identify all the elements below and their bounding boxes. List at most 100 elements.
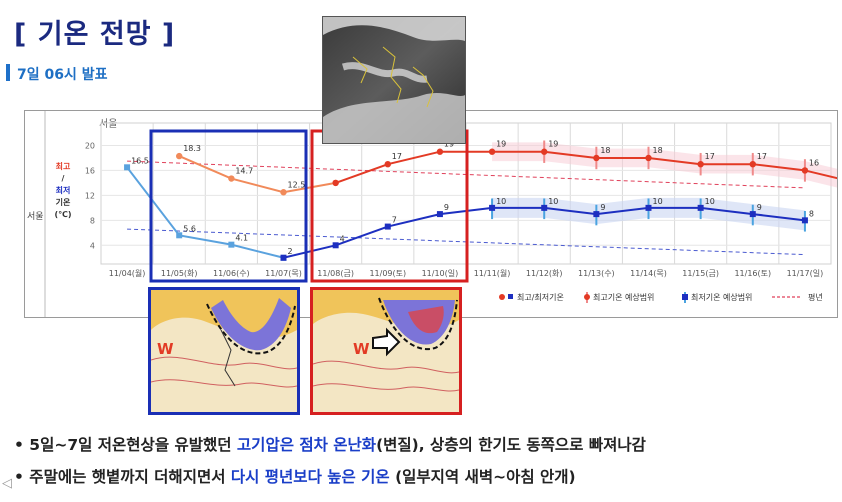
max-forecast-label: 16 bbox=[809, 158, 819, 167]
bullet-2: • 주말에는 햇볕까지 더해지면서 다시 평년보다 높은 기온 (일부지역 새벽… bbox=[14, 465, 576, 487]
x-tick-label: 11/14(목) bbox=[630, 269, 667, 278]
y-axis-label-line: / bbox=[62, 174, 65, 183]
min-forecast-label: 10 bbox=[496, 197, 506, 206]
max-forecast-point bbox=[697, 160, 704, 168]
max-forecast-point bbox=[436, 148, 444, 155]
weather-map-right: W bbox=[310, 287, 462, 415]
y-ticks: 4 8 12 16 20 bbox=[85, 141, 95, 250]
min-forecast-point bbox=[593, 211, 600, 218]
legend-min-range: 최저기온 예상범위 bbox=[691, 292, 752, 302]
min-forecast-point bbox=[801, 217, 808, 224]
max-forecast-label: 17 bbox=[392, 152, 402, 161]
issue-label: 7일 06시 발표 bbox=[17, 67, 108, 83]
min-observed-point bbox=[124, 164, 131, 171]
max-observed-label: 12.5 bbox=[288, 180, 306, 189]
max-forecast-point bbox=[541, 148, 548, 155]
min-forecast-point bbox=[645, 204, 652, 211]
bullet-1: • 5일~7일 저온현상을 유발했던 고기압은 점차 온난화(변질), 상층의 … bbox=[14, 433, 646, 455]
y-tick-label: 8 bbox=[90, 216, 95, 225]
issue-bar bbox=[6, 64, 10, 81]
y-axis-label-line: 기온 bbox=[56, 197, 71, 207]
max-forecast-point bbox=[749, 160, 756, 168]
max-observed-line bbox=[178, 155, 336, 194]
station-side-label: 서울 bbox=[27, 211, 44, 222]
min-forecast-label: 9 bbox=[600, 203, 605, 212]
max-forecast-point bbox=[488, 148, 496, 155]
max-forecast-label: 17 bbox=[757, 152, 767, 161]
x-tick-label: 11/06(수) bbox=[213, 269, 250, 278]
slide-title: [ 기온 전망 ] bbox=[14, 19, 176, 50]
min-forecast-label: 10 bbox=[705, 197, 715, 206]
warm-air-label: W bbox=[157, 340, 174, 358]
min-forecast-point bbox=[749, 211, 756, 218]
station-label: 서울 bbox=[99, 118, 117, 130]
max-forecast-label: 18 bbox=[653, 146, 663, 155]
y-axis-label: 최고 / 최저기온 (℃) bbox=[55, 161, 72, 219]
max-forecast-line bbox=[335, 150, 806, 184]
min-observed-line bbox=[126, 166, 284, 259]
min-forecast-label: 4 bbox=[340, 234, 345, 243]
min-forecast-label: 7 bbox=[392, 216, 397, 225]
x-ticks: 11/04(월) 11/05(화) 11/06(수) 11/07(목) 11/08(금)… bbox=[109, 268, 824, 278]
max-forecast-point bbox=[801, 167, 809, 174]
max-forecast-point bbox=[645, 154, 652, 162]
max-forecast-label: 19 bbox=[548, 140, 558, 149]
page-corner-mark: ◁ bbox=[2, 476, 12, 491]
max-forecast-point bbox=[332, 179, 339, 187]
past-days-frame bbox=[149, 129, 308, 283]
max-observed-label: 14.7 bbox=[235, 167, 253, 176]
min-forecast-point bbox=[280, 254, 287, 261]
min-forecast-label: 9 bbox=[757, 203, 762, 212]
legend-observed: 최고/최저기온 bbox=[517, 292, 564, 302]
x-tick-label: 11/05(화) bbox=[161, 269, 198, 278]
min-forecast-point bbox=[384, 223, 391, 230]
x-tick-label: 11/12(화) bbox=[526, 269, 563, 278]
legend-max-range: 최고기온 예상범위 bbox=[593, 292, 654, 302]
x-tick-label: 11/11(월) bbox=[474, 268, 511, 278]
max-forecast-point bbox=[384, 160, 391, 168]
bullet-1-rest: (변질), 상층의 한기도 동쪽으로 빠져나감 bbox=[376, 436, 646, 454]
min-observed-label: 5.6 bbox=[183, 224, 196, 233]
x-tick-label: 11/09(토) bbox=[369, 269, 406, 278]
legend: 최고/최저기온 최고기온 예상범위 최저기온 예상범위 평년 bbox=[499, 292, 823, 303]
x-tick-label: 11/04(월) bbox=[109, 268, 146, 278]
min-forecast-point bbox=[541, 204, 548, 211]
y-axis-label-line: 최저 bbox=[56, 185, 71, 195]
temperature-chart-frame: 서울 최고 / 최저 기온 (℃) 서울 4 8 12 16 20 11/04(월) 11/05(… bbox=[24, 110, 838, 318]
bullet-2-text: • 주말에는 햇볕까지 더해지면서 bbox=[14, 468, 231, 486]
x-tick-label: 11/08(금) bbox=[317, 269, 354, 278]
x-tick-label: 11/17(일) bbox=[787, 269, 824, 278]
legend-normal: 평년 bbox=[808, 292, 823, 302]
x-tick-label: 11/07(목) bbox=[265, 269, 302, 278]
min-forecast-point bbox=[697, 204, 704, 211]
min-observed-point bbox=[228, 241, 235, 248]
min-forecast-point bbox=[489, 204, 496, 211]
min-observed-label: 4.1 bbox=[235, 234, 248, 243]
min-forecast-label: 9 bbox=[444, 203, 449, 212]
min-forecast-label: 10 bbox=[653, 197, 663, 206]
max-forecast-label: 19 bbox=[444, 140, 454, 149]
max-forecast-label: 19 bbox=[496, 140, 506, 149]
max-forecast-label: 17 bbox=[705, 152, 715, 161]
min-observed-label: 16.5 bbox=[131, 156, 149, 165]
y-tick-label: 12 bbox=[85, 191, 95, 200]
max-observed-point bbox=[228, 175, 235, 182]
y-tick-label: 20 bbox=[85, 141, 95, 150]
x-tick-label: 11/16(토) bbox=[734, 269, 771, 278]
max-forecast-point bbox=[593, 154, 600, 162]
y-axis-label-line: 최고 bbox=[56, 161, 71, 171]
x-tick-label: 11/10(일) bbox=[422, 269, 459, 278]
max-observed-point bbox=[176, 152, 183, 160]
bullet-1-highlight: 고기압은 점차 온난화 bbox=[236, 436, 377, 454]
max-range-band bbox=[492, 142, 837, 188]
x-tick-label: 11/13(수) bbox=[578, 269, 615, 278]
weather-map-left: W bbox=[148, 287, 300, 415]
series: 18.314.712.51719191918181717161416.55.64… bbox=[124, 140, 837, 261]
y-axis-label-line: (℃) bbox=[55, 210, 72, 219]
x-tick-label: 11/15(금) bbox=[682, 269, 719, 278]
max-observed-point bbox=[280, 189, 287, 196]
min-forecast-point bbox=[332, 242, 339, 249]
max-observed-label: 18.3 bbox=[183, 144, 201, 153]
y-tick-label: 4 bbox=[90, 241, 95, 250]
